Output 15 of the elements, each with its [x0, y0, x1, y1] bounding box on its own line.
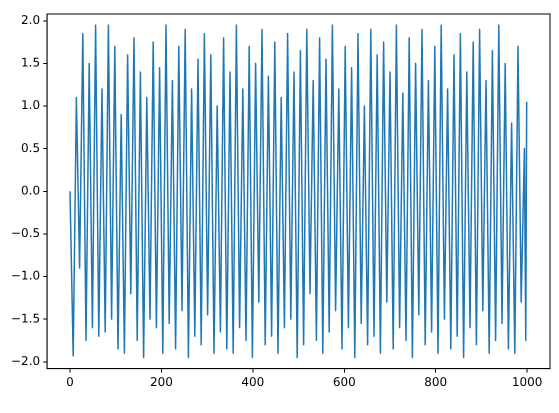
x-tick-label: 1000 — [512, 374, 542, 389]
x-tick-label: 400 — [241, 374, 264, 389]
y-tick-label: 1.5 — [21, 56, 40, 70]
y-tick-label: −1.5 — [11, 311, 40, 326]
y-tick-label: 1.0 — [21, 98, 40, 112]
y-tick-label: 0.5 — [21, 140, 40, 155]
x-tick-label: 0 — [66, 374, 74, 389]
x-tick-label: 600 — [332, 374, 356, 389]
x-tick-label: 800 — [424, 374, 448, 389]
y-tick-label: −1.0 — [11, 268, 40, 283]
y-tick-label: −0.5 — [11, 226, 40, 240]
y-tick-label: −2.0 — [11, 354, 40, 368]
y-tick-label: 0.0 — [21, 183, 40, 198]
y-tick-label: 2.0 — [21, 12, 40, 27]
x-tick-label: 200 — [150, 374, 173, 389]
